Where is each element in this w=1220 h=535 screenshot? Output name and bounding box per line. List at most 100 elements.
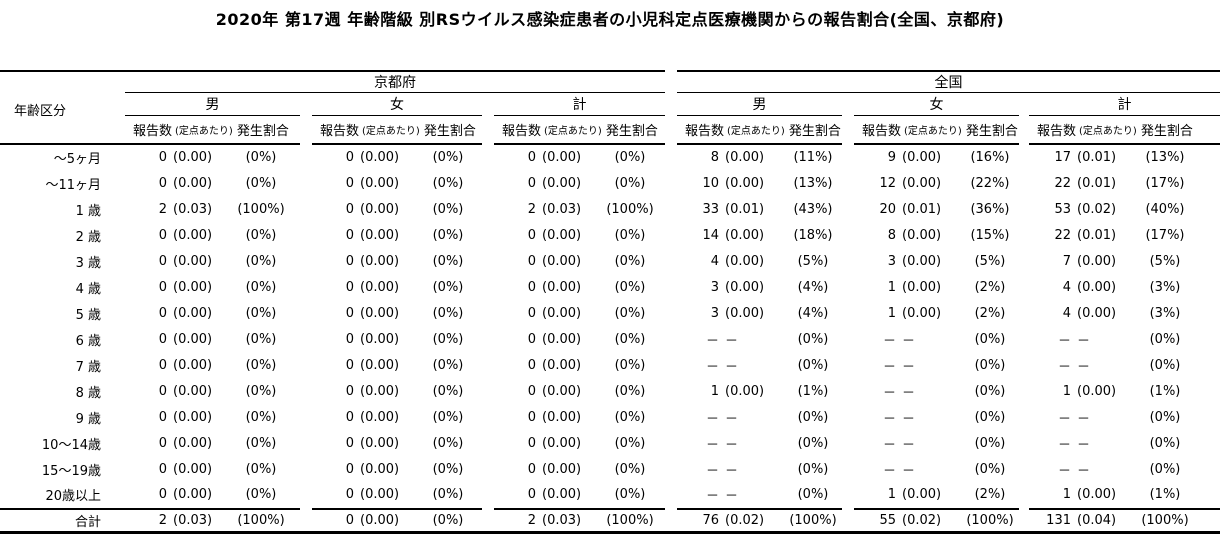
count-header: 報告数 [320,124,360,139]
cell-kyoto-female: 0 (0.00) (0%) [312,436,482,451]
pct-value: (0%) [432,280,464,296]
count-value: 22 [1054,176,1071,192]
count-value: 0 [345,176,354,192]
pct-value: (0%) [245,331,277,347]
cell-kyoto-male: 0 (0.00) (0%) [125,384,300,399]
pct-value: (0%) [614,150,646,166]
per-sentinel-value: (0.00) [360,487,400,503]
table-row: 15～19歳 0 (0.00) (0%) 0 (0.00) (0%) 0 (0.… [0,456,1220,482]
pct-value: (0%) [432,461,464,477]
cell-zenkoku-total: 7 (0.00) (5%) [1029,254,1220,269]
divider-segment [842,115,854,116]
per-sentinel-value: (0.04) [1077,512,1117,528]
cell-kyoto-total: 0 (0.00) (0%) [494,306,665,321]
count-value: 0 [527,357,536,373]
count-value: － [882,333,896,349]
count-value: 0 [527,254,536,270]
per-sentinel-value: (0.03) [542,202,582,218]
per-sentinel-header: (定点あたり) [544,126,602,137]
age-label: 4 歳 [75,282,101,298]
cell-zenkoku-female: 1 (0.00) (2%) [854,306,1019,321]
age-label: 9 歳 [75,411,101,427]
pct-value: (2%) [974,280,1006,296]
cell-zenkoku-total: 22 (0.01) (17%) [1029,176,1220,191]
count-value: 1 [887,487,896,503]
table-row: 9 歳 0 (0.00) (0%) 0 (0.00) (0%) 0 (0.00)… [0,404,1220,430]
per-sentinel-value: (0.00) [173,176,213,192]
count-value: 0 [345,409,354,425]
region-header-kyoto: 京都府 [374,75,416,91]
divider-segment [677,143,842,145]
per-sentinel-value: (0.00) [173,254,213,270]
age-label: 6 歳 [75,333,101,349]
pct-value: (0%) [614,487,646,503]
per-sentinel-value: － [902,437,916,453]
horizontal-divider [0,507,1220,510]
divider-segment [0,70,665,72]
cell-kyoto-female: 0 (0.00) (0%) [312,280,482,295]
count-value: 4 [1062,305,1071,321]
pct-value: (0%) [432,228,464,244]
per-sentinel-value: (0.00) [725,254,765,270]
horizontal-divider [0,92,1220,93]
per-sentinel-value: － [1077,333,1091,349]
per-sentinel-value: (0.00) [360,202,400,218]
count-value: － [705,489,719,505]
cell-zenkoku-male: 4 (0.00) (5%) [677,254,842,269]
per-sentinel-value: (0.00) [542,228,582,244]
pct-value: (100%) [1141,512,1189,528]
per-sentinel-value: － [1077,359,1091,375]
pct-value: (0%) [797,461,829,477]
cell-zenkoku-total: 4 (0.00) (3%) [1029,280,1220,295]
pct-value: (0%) [974,435,1006,451]
pct-value: (0%) [432,176,464,192]
divider-segment [482,143,494,145]
per-sentinel-value: (0.00) [360,150,400,166]
per-sentinel-value: (0.00) [173,305,213,321]
per-sentinel-value: (0.00) [173,435,213,451]
pct-value: (22%) [970,176,1010,192]
count-value: 0 [158,383,167,399]
divider-segment [1019,115,1029,116]
pct-value: (0%) [432,357,464,373]
cell-zenkoku-female: 9 (0.00) (16%) [854,150,1019,165]
pct-value: (0%) [245,487,277,503]
divider-segment [1019,143,1029,145]
cell-kyoto-female: 0 (0.00) (0%) [312,176,482,191]
per-sentinel-value: (0.01) [1077,228,1117,244]
count-value: 0 [158,228,167,244]
pct-value: (0%) [974,331,1006,347]
cell-kyoto-total: 0 (0.00) (0%) [494,228,665,243]
pct-value: (0%) [432,487,464,503]
count-value: 0 [527,228,536,244]
count-value: 0 [158,357,167,373]
per-sentinel-value: (0.00) [542,383,582,399]
count-value: 0 [345,435,354,451]
pct-header: 発生割合 [788,124,841,139]
per-sentinel-header: (定点あたり) [175,126,233,137]
cell-zenkoku-male: 1 (0.00) (1%) [677,384,842,399]
per-sentinel-value: (0.00) [360,435,400,451]
age-label: 15～19歳 [41,463,101,479]
per-sentinel-value: (0.00) [1077,487,1117,503]
per-sentinel-value: (0.00) [902,487,942,503]
measure-header-zenkoku-female: 報告数 (定点あたり) 発生割合 [854,120,1019,139]
divider-segment [0,530,1220,534]
per-sentinel-value: (0.00) [1077,305,1117,321]
divider-segment [665,508,677,510]
cell-kyoto-total: 0 (0.00) (0%) [494,176,665,191]
count-value: 0 [158,150,167,166]
cell-zenkoku-total: － － (0%) [1029,434,1220,453]
table-body: ～5ヶ月 0 (0.00) (0%) 0 (0.00) (0%) 0 (0.00… [0,145,1220,508]
cell-kyoto-male: 0 (0.00) (0%) [125,436,300,451]
cell-zenkoku-male: 3 (0.00) (4%) [677,306,842,321]
per-sentinel-value: (0.00) [360,305,400,321]
count-value: 3 [710,280,719,296]
per-sentinel-value: (0.00) [542,176,582,192]
pct-value: (0%) [797,409,829,425]
per-sentinel-value: － [1077,437,1091,453]
per-sentinel-value: (0.00) [173,383,213,399]
count-value: 8 [887,228,896,244]
pct-value: (0%) [432,512,464,528]
per-sentinel-value: (0.03) [173,512,213,528]
